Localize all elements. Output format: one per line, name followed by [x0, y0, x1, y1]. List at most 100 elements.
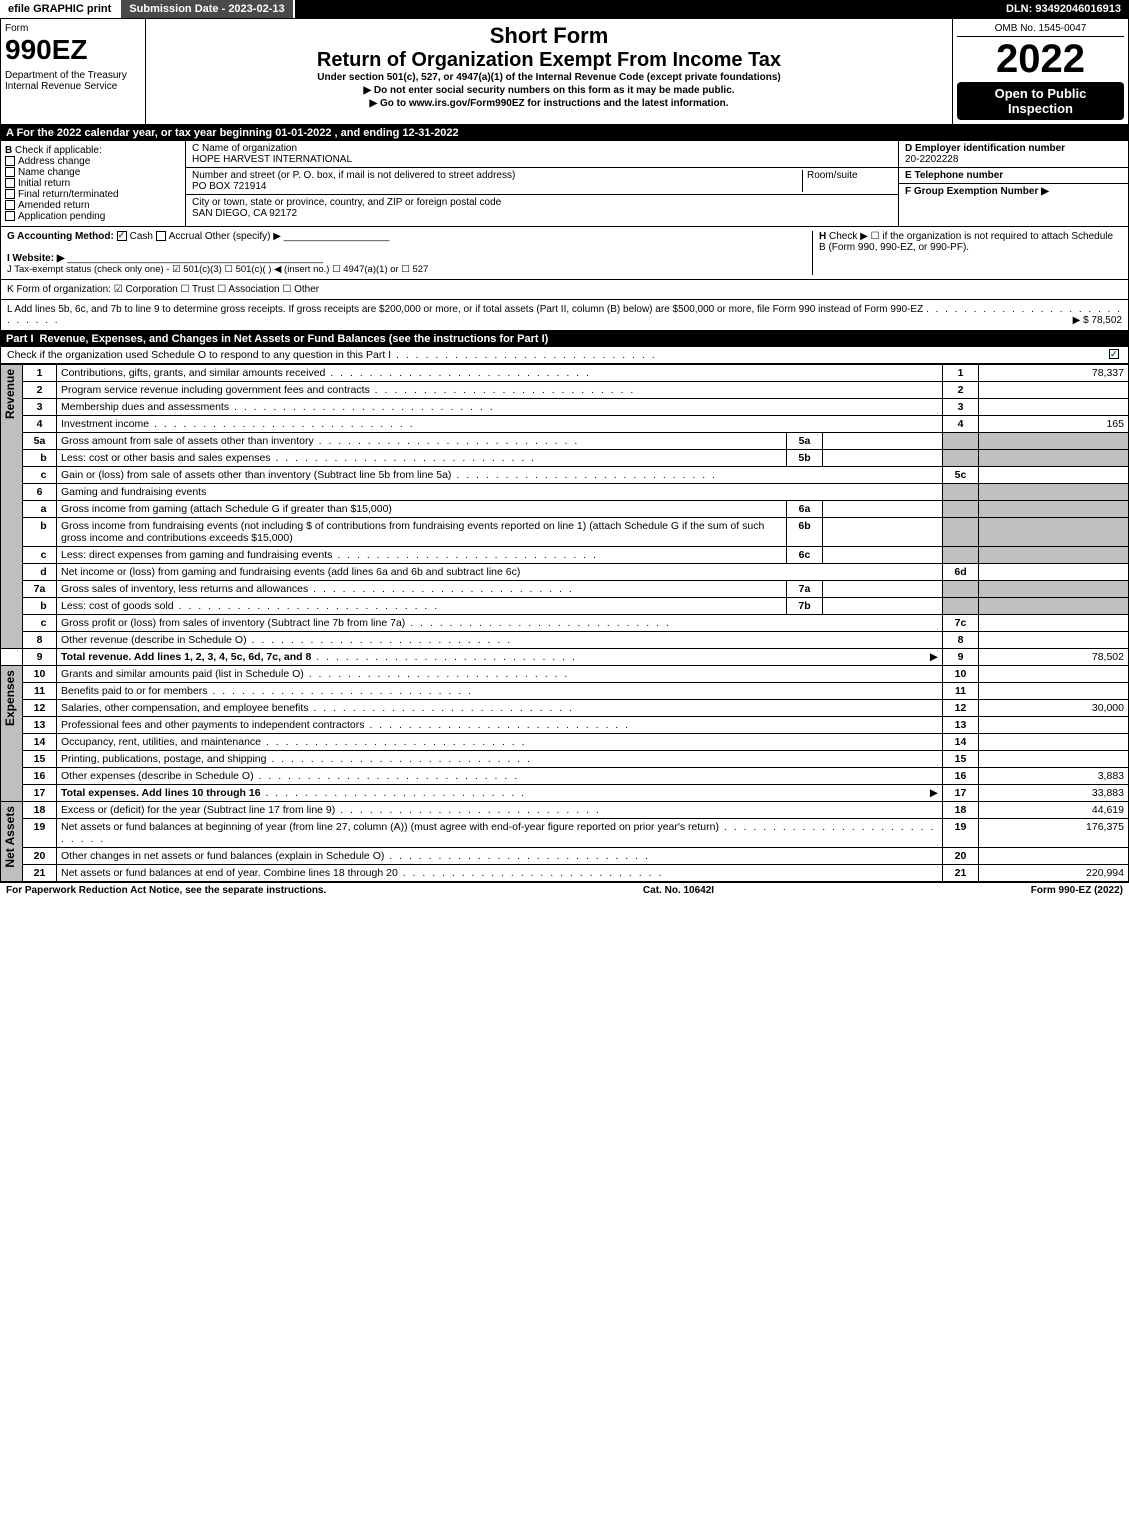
checkbox-address-change[interactable] — [5, 156, 15, 166]
open-public-badge: Open to Public Inspection — [957, 82, 1124, 120]
line-7b-val — [823, 598, 943, 615]
line-8-desc: Other revenue (describe in Schedule O) — [61, 634, 512, 646]
line-7a-desc: Gross sales of inventory, less returns a… — [61, 583, 574, 595]
line-7c-no: 7c — [943, 615, 979, 632]
org-city: SAN DIEGO, CA 92172 — [192, 208, 297, 219]
line-7a-val — [823, 581, 943, 598]
line-17-desc: Total expenses. Add lines 10 through 16 — [61, 787, 261, 799]
checkbox-schedule-o[interactable] — [1109, 349, 1119, 359]
line-5b-box: 5b — [787, 450, 823, 467]
revenue-label: Revenue — [1, 365, 19, 423]
line-12-no: 12 — [943, 700, 979, 717]
line-6d-amount — [979, 564, 1129, 581]
opt-initial-return: Initial return — [18, 178, 70, 189]
top-bar: efile GRAPHIC print Submission Date - 20… — [0, 0, 1129, 18]
line-6b-val — [823, 518, 943, 547]
line-21-desc: Net assets or fund balances at end of ye… — [61, 867, 663, 879]
efile-label: efile GRAPHIC print — [0, 0, 121, 18]
line-6c-box: 6c — [787, 547, 823, 564]
goto-link[interactable]: ▶ Go to www.irs.gov/Form990EZ for instru… — [150, 98, 948, 109]
line-11-no: 11 — [943, 683, 979, 700]
line-13-desc: Professional fees and other payments to … — [61, 719, 630, 731]
line-7a-box: 7a — [787, 581, 823, 598]
j-label: J Tax-exempt status (check only one) - ☑… — [7, 264, 428, 275]
line-3-desc: Membership dues and assessments — [61, 401, 495, 413]
checkbox-name-change[interactable] — [5, 167, 15, 177]
dept-label: Department of the Treasury — [5, 70, 141, 81]
line-9-desc: Total revenue. Add lines 1, 2, 3, 4, 5c,… — [61, 651, 311, 663]
line-6c-desc: Less: direct expenses from gaming and fu… — [61, 549, 598, 561]
line-2-desc: Program service revenue including govern… — [61, 384, 635, 396]
line-19-no: 19 — [943, 819, 979, 848]
opt-application-pending: Application pending — [18, 211, 105, 222]
opt-amended-return: Amended return — [18, 200, 90, 211]
line-5a-shaded-amt — [979, 433, 1129, 450]
part-i-label: Part I — [6, 333, 40, 345]
form-word: Form — [5, 23, 141, 34]
line-10-desc: Grants and similar amounts paid (list in… — [61, 668, 569, 680]
line-19-amount: 176,375 — [979, 819, 1129, 848]
line-5a-box: 5a — [787, 433, 823, 450]
g-label: G Accounting Method: — [7, 231, 114, 242]
line-3-no: 3 — [943, 399, 979, 416]
part-i-header: Part I Revenue, Expenses, and Changes in… — [0, 331, 1129, 347]
line-1-no: 1 — [943, 365, 979, 382]
c-room-label: Room/suite — [807, 170, 858, 181]
opt-address-change: Address change — [18, 156, 90, 167]
line-9-no: 9 — [943, 649, 979, 666]
section-c: C Name of organization HOPE HARVEST INTE… — [186, 141, 898, 226]
line-5c-no: 5c — [943, 467, 979, 484]
line-10-no: 10 — [943, 666, 979, 683]
header-mid: Short Form Return of Organization Exempt… — [146, 19, 953, 124]
line-21-amount: 220,994 — [979, 865, 1129, 882]
checkbox-initial-return[interactable] — [5, 178, 15, 188]
checkbox-final-return[interactable] — [5, 189, 15, 199]
line-9-arrow: ▶ — [930, 651, 938, 663]
line-15-desc: Printing, publications, postage, and shi… — [61, 753, 532, 765]
h-text: Check ▶ ☐ if the organization is not req… — [819, 231, 1113, 253]
line-15-no: 15 — [943, 751, 979, 768]
line-15-amount — [979, 751, 1129, 768]
footer-mid: Cat. No. 10642I — [643, 885, 714, 896]
g-other: Other (specify) ▶ — [205, 231, 281, 242]
l-amount: ▶ $ 78,502 — [1073, 315, 1122, 326]
line-5c-desc: Gain or (loss) from sale of assets other… — [61, 469, 717, 481]
line-1-desc: Contributions, gifts, grants, and simila… — [61, 367, 591, 379]
line-7b-box: 7b — [787, 598, 823, 615]
checkbox-application-pending[interactable] — [5, 211, 15, 221]
line-13-no: 13 — [943, 717, 979, 734]
part-i-title: Revenue, Expenses, and Changes in Net As… — [40, 333, 1123, 345]
line-11-desc: Benefits paid to or for members — [61, 685, 473, 697]
line-16-no: 16 — [943, 768, 979, 785]
line-2-no: 2 — [943, 382, 979, 399]
f-label: F Group Exemption Number ▶ — [905, 186, 1049, 197]
line-17-amount: 33,883 — [979, 785, 1129, 802]
c-city-label: City or town, state or province, country… — [192, 197, 501, 208]
line-19-desc: Net assets or fund balances at beginning… — [61, 821, 935, 845]
org-name: HOPE HARVEST INTERNATIONAL — [192, 154, 352, 165]
line-14-desc: Occupancy, rent, utilities, and maintena… — [61, 736, 527, 748]
line-5b-val — [823, 450, 943, 467]
line-6a-desc: Gross income from gaming (attach Schedul… — [61, 503, 392, 515]
short-form-title: Short Form — [150, 23, 948, 49]
part-i-check-text: Check if the organization used Schedule … — [7, 349, 657, 361]
line-20-desc: Other changes in net assets or fund bala… — [61, 850, 650, 862]
spacer — [295, 0, 998, 18]
b-label: Check if applicable: — [15, 145, 102, 156]
dln-label: DLN: 93492046016913 — [998, 0, 1129, 18]
line-6a-val — [823, 501, 943, 518]
i-label: I Website: ▶ — [7, 253, 65, 264]
submission-date: Submission Date - 2023-02-13 — [121, 0, 294, 18]
block-bcdef: B Check if applicable: Address change Na… — [0, 141, 1129, 227]
line-8-amount — [979, 632, 1129, 649]
checkbox-amended-return[interactable] — [5, 200, 15, 210]
line-17-arrow: ▶ — [930, 787, 938, 799]
checkbox-accrual[interactable] — [156, 231, 166, 241]
line-13-amount — [979, 717, 1129, 734]
row-g-h: G Accounting Method: Cash Accrual Other … — [0, 227, 1129, 280]
under-section: Under section 501(c), 527, or 4947(a)(1)… — [150, 72, 948, 83]
line-5c-amount — [979, 467, 1129, 484]
checkbox-cash[interactable] — [117, 231, 127, 241]
form-number: 990EZ — [5, 34, 141, 66]
line-12-desc: Salaries, other compensation, and employ… — [61, 702, 574, 714]
